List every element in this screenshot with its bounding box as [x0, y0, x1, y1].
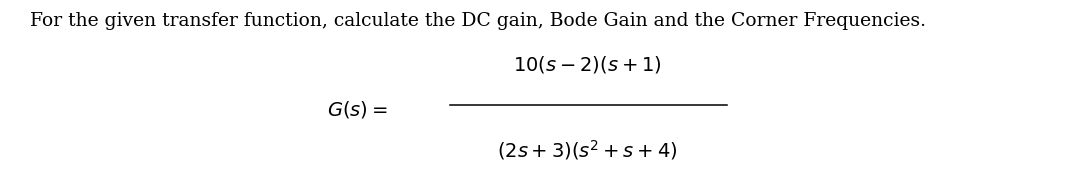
Text: $10(s-2)(s+1)$: $10(s-2)(s+1)$ — [513, 55, 661, 75]
Text: $G(s) =$: $G(s) =$ — [327, 99, 388, 120]
Text: $(2s+3)(s^{2}+s+4)$: $(2s+3)(s^{2}+s+4)$ — [496, 139, 677, 162]
Text: For the given transfer function, calculate the DC gain, Bode Gain and the Corner: For the given transfer function, calcula… — [30, 12, 926, 30]
